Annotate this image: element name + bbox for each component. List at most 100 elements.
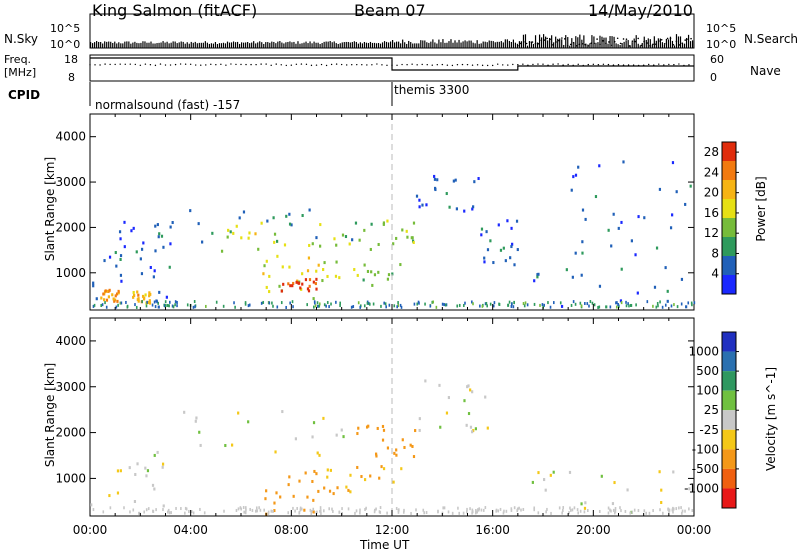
noise-sky-bar (547, 40, 549, 48)
power-echo-cell (448, 205, 451, 209)
power-echo-cell (509, 256, 512, 260)
velocity-near-range-cell (328, 507, 330, 511)
noise-sky-bar (571, 38, 573, 48)
velocity-echo-cell (486, 426, 489, 430)
velocity-echo-cell (381, 438, 385, 442)
nave-dot (602, 63, 605, 66)
velocity-echo-cell (356, 432, 359, 436)
velocity-near-range-cell (243, 510, 245, 514)
noise-search-dot (657, 40, 660, 42)
velocity-near-range-cell (155, 508, 157, 512)
velocity-near-range-cell (423, 511, 425, 515)
velocity-near-range-cell (167, 508, 170, 512)
power-echo-cell (314, 282, 317, 286)
noise-sky-bar (251, 42, 253, 48)
nave-dot (421, 63, 423, 66)
nave-dot (431, 64, 433, 66)
power-echo-cell (536, 275, 539, 279)
noise-sky-bar (621, 43, 623, 48)
power-echo-cell (689, 184, 692, 188)
noise-sky-bar (150, 41, 152, 48)
velocity-echo-cell (357, 426, 360, 430)
velocity-near-range-cell (684, 509, 686, 513)
velocity-near-range-cell (312, 507, 315, 511)
velocity-echo-cell (424, 379, 427, 383)
velocity-echo-cell (198, 430, 201, 434)
velocity-near-range-cell (398, 508, 400, 512)
velocity-colorbar-segment (722, 488, 736, 508)
power-echo-cell (634, 253, 637, 257)
power-near-range-cell (673, 303, 675, 307)
power-echo-cell (370, 270, 373, 274)
power-echo-cell (291, 284, 294, 288)
power-near-range-cell (367, 301, 370, 305)
noise-sky-bar (142, 41, 144, 48)
noise-sky-bar (661, 42, 663, 48)
power-echo-cell (299, 286, 302, 290)
power-near-range-cell (597, 305, 599, 309)
power-near-range-cell (313, 300, 316, 304)
power-near-range-cell (432, 300, 434, 304)
power-echo-cell (322, 268, 325, 272)
power-echo-cell (102, 292, 105, 296)
power-echo-cell (115, 292, 119, 296)
velocity-near-range-cell (359, 511, 361, 515)
nave-dot (446, 64, 449, 66)
velocity-echo-cell (161, 462, 165, 466)
noise-sky-bar (96, 41, 98, 48)
cpid-mode-1: normalsound (fast) -157 (95, 98, 241, 112)
velocity-near-range-cell (513, 506, 516, 510)
velocity-colorbar-tick-label: 25 (704, 403, 719, 417)
velocity-y-tick-label: 2000 (55, 426, 86, 440)
power-echo-cell (315, 236, 318, 240)
power-echo-cell (108, 288, 111, 292)
velocity-echo-cell (288, 475, 291, 479)
power-panel-frame (89, 113, 695, 311)
noise-sky-bar (180, 41, 182, 48)
power-near-range-cell (598, 305, 601, 309)
power-echo-cell (480, 227, 484, 231)
noise-search-dot (584, 43, 587, 46)
noise-sky-bar (583, 35, 585, 48)
noise-sky-bar (492, 41, 494, 48)
time-axis-label: Time UT (360, 538, 410, 552)
nave-dot (522, 63, 524, 65)
velocity-echo-cell (108, 494, 111, 498)
velocity-echo-cell (531, 480, 534, 484)
velocity-near-range-cell (184, 511, 186, 515)
power-echo-cell (412, 221, 416, 225)
noise-sky-bar (152, 43, 154, 48)
noise-sky-bar (402, 39, 404, 48)
power-near-range-cell (260, 301, 263, 305)
velocity-echo-cell (335, 433, 338, 437)
power-echo-cell (499, 248, 503, 252)
noise-sky-bar (490, 40, 492, 48)
velocity-near-range-cell (613, 511, 616, 515)
power-y-tick-label: 4000 (55, 130, 86, 144)
noise-sky-bar (289, 41, 291, 48)
noise-search-dot (625, 38, 628, 41)
noise-sky-bar (162, 41, 164, 48)
velocity-near-range-cell (672, 506, 674, 510)
velocity-near-range-cell (185, 507, 188, 511)
noise-sky-bar (257, 42, 259, 48)
velocity-echo-cell (469, 425, 473, 429)
power-echo-cell (157, 305, 160, 309)
power-near-range-cell (380, 304, 382, 308)
power-echo-cell (338, 276, 341, 280)
velocity-near-range-cell (184, 506, 187, 510)
velocity-near-range-cell (341, 507, 343, 511)
velocity-near-range-cell (145, 508, 148, 512)
power-near-range-cell (522, 302, 525, 306)
velocity-echo-cell (401, 438, 404, 442)
power-near-range-cell (176, 304, 178, 308)
noise-sky-bar (110, 41, 112, 48)
noise-sky-bar (299, 43, 301, 48)
velocity-colorbar-segment (722, 429, 736, 450)
noise-sky-bar (452, 42, 454, 48)
noise-sky-bar (238, 43, 241, 48)
velocity-echo-cell (672, 470, 675, 474)
power-echo-cell (412, 240, 415, 244)
noise-sky-bar (263, 43, 265, 48)
power-echo-cell (107, 289, 110, 293)
